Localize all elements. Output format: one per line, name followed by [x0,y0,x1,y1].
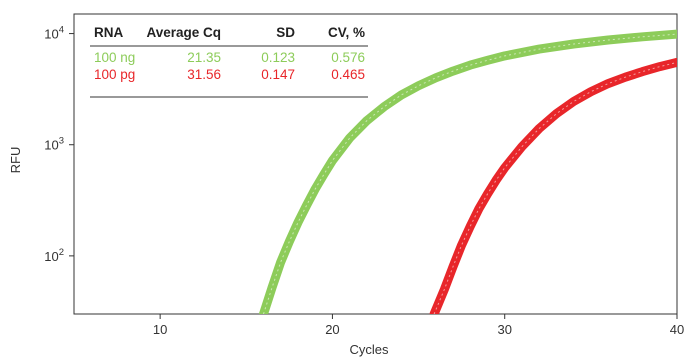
x-tick-label: 20 [325,322,339,337]
table-header: CV, % [328,25,365,40]
series-0-group [259,29,677,314]
series-line-1 [429,57,677,314]
y-tick-label: 103 [44,136,64,153]
x-tick-label: 30 [497,322,511,337]
x-tick-label: 10 [153,322,167,337]
series-1-group [429,57,677,314]
table-cell: 100 pg [94,67,135,82]
table-cell: 0.123 [261,50,295,65]
table-cell: 21.35 [187,50,221,65]
plot-frame [73,13,678,315]
series-line-0 [259,29,677,314]
data-table: RNA Average Cq SD CV, % 100 ng 21.35 0.123 0.57… [90,25,368,98]
x-axis-title: Cycles [349,342,389,357]
series-replicate-texture-1 [433,61,677,314]
y-tick-label: 104 [44,25,64,42]
series-layer [259,29,677,314]
table-cell: 100 ng [94,50,135,65]
table-cell: 0.465 [331,67,365,82]
table-header: RNA [94,25,123,40]
series-replicate-texture-0 [263,33,677,314]
x-tick-label: 40 [670,322,684,337]
table-header: Average Cq [146,25,221,40]
table-cell: 31.56 [187,67,221,82]
table-cell: 0.576 [331,50,365,65]
table-header: SD [276,25,295,40]
y-tick-label: 102 [44,247,64,264]
y-axis-title: RFU [8,147,23,174]
table-cell: 0.147 [261,67,295,82]
plot-border [73,13,678,315]
x-axis-ticks: 10 20 30 40 [153,314,684,337]
y-axis-ticks: 102 103 104 [44,25,74,264]
